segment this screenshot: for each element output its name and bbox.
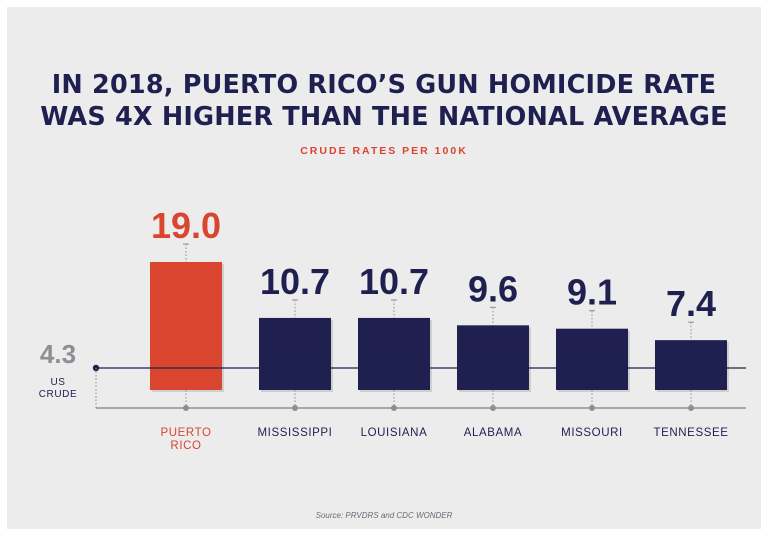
bar (556, 328, 628, 390)
bar (457, 325, 529, 390)
category-label: PUERTO (160, 427, 211, 439)
axis-dot (490, 405, 496, 411)
value-label: 9.6 (468, 268, 518, 309)
reference-caption: US (50, 377, 65, 388)
category-label: TENNESSEE (653, 427, 728, 439)
axis-dot (183, 405, 189, 411)
axis-dot (391, 405, 397, 411)
bar (655, 340, 727, 390)
category-label: RICO (170, 440, 201, 452)
bar (358, 317, 430, 390)
axis-dot (292, 405, 298, 411)
value-label: 9.1 (567, 272, 617, 313)
title-line-2: WAS 4X HIGHER THAN THE NATIONAL AVERAGE (40, 102, 728, 132)
bar (259, 317, 331, 390)
title-line-1: IN 2018, PUERTO RICO’S GUN HOMICIDE RATE (51, 70, 717, 100)
axis-dot (688, 405, 694, 411)
chart-title: IN 2018, PUERTO RICO’S GUN HOMICIDE RATE… (7, 69, 761, 133)
category-label: MISSOURI (561, 427, 623, 439)
bar (150, 262, 222, 390)
value-label: 10.7 (359, 261, 429, 302)
axis-dot (589, 405, 595, 411)
category-label: LOUISIANA (361, 427, 428, 439)
source-note: Source: PRVDRS and CDC WONDER (315, 511, 453, 520)
category-label: MISSISSIPPI (258, 427, 333, 439)
reference-caption: CRUDE (39, 389, 78, 400)
value-label: 10.7 (260, 261, 330, 302)
reference-value-label: 4.3 (40, 339, 76, 369)
chart-subtitle: CRUDE RATES PER 100K (300, 145, 468, 157)
value-label: 7.4 (666, 283, 716, 324)
chart-card: IN 2018, PUERTO RICO’S GUN HOMICIDE RATE… (7, 7, 761, 529)
category-label: ALABAMA (464, 427, 523, 439)
value-label: 19.0 (151, 205, 221, 246)
